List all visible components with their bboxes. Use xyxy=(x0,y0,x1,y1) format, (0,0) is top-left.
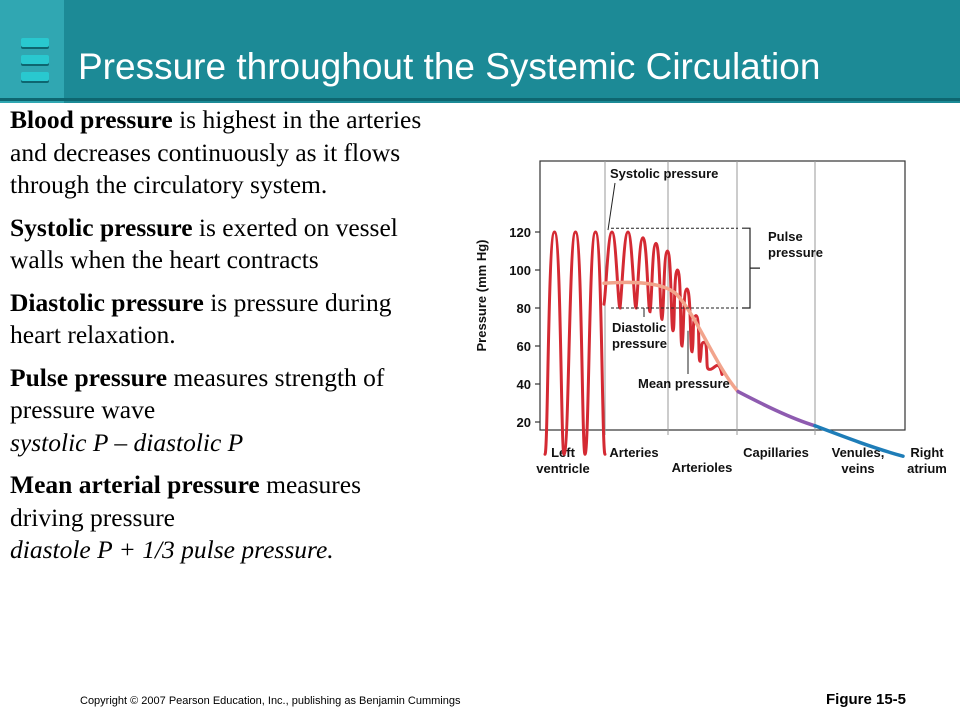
x-region-label: Venules, xyxy=(832,445,885,460)
paragraph-text: is pressure during heart relaxation. xyxy=(10,287,392,350)
term-pulse-pressure: Pulse pressure xyxy=(10,362,168,392)
paragraph-blood-pressure: Blood pressure is highest in the arterie… xyxy=(10,104,435,202)
logo-bar-icon xyxy=(21,72,49,81)
x-region-label: Arterioles xyxy=(672,460,733,475)
paragraph-pulse-pressure: Pulse pressure measures strength of pres… xyxy=(10,362,435,460)
capillary-pressure-line xyxy=(736,389,817,428)
systolic-pressure-label: Systolic pressure xyxy=(610,166,718,181)
y-tick-label: 100 xyxy=(509,263,531,278)
paragraph-text: is exerted on vessel walls when the hear… xyxy=(10,212,398,275)
term-diastolic-pressure: Diastolic pressure xyxy=(10,287,204,317)
mean-pressure-label: Mean pressure xyxy=(638,376,730,391)
logo-icon xyxy=(0,0,64,103)
paragraph-text: is highest in the arteries and decreases… xyxy=(10,105,422,199)
pressure-chart: Pressure (mm Hg)20406080100120Leftventri… xyxy=(474,160,947,476)
y-tick-label: 40 xyxy=(517,377,531,392)
x-region-label: atrium xyxy=(907,461,947,476)
mean-pressure-arterial-line xyxy=(602,280,740,394)
y-tick-label: 60 xyxy=(517,339,531,354)
x-region-label: Arteries xyxy=(609,445,658,460)
paragraph-text: measures driving pressure xyxy=(10,470,362,532)
pulse-pressure-bracket xyxy=(742,227,760,309)
term-blood-pressure: Blood pressure xyxy=(10,105,173,134)
arterial-pressure-line xyxy=(602,230,724,376)
title-underline xyxy=(0,98,960,101)
figure-label: Figure 15-5 xyxy=(826,691,907,708)
pulse-pressure-label: pressure xyxy=(768,245,823,260)
plot-frame xyxy=(539,160,906,431)
diastolic-pressure-label: pressure xyxy=(612,336,667,351)
body-text: Blood pressure is highest in the arterie… xyxy=(10,104,435,577)
paragraph-diastolic-pressure: Diastolic pressure is pressure during he… xyxy=(10,287,435,352)
paragraph-systolic-pressure: Systolic pressure is exerted on vessel w… xyxy=(10,212,435,277)
term-mean-arterial-pressure: Mean arterial pressure xyxy=(10,470,260,499)
term-systolic-pressure: Systolic pressure xyxy=(10,212,193,242)
ventricle-pressure-line xyxy=(543,230,607,456)
x-region-label: veins xyxy=(841,461,874,476)
paragraph-mean-arterial-pressure: Mean arterial pressure measures driving … xyxy=(10,469,435,567)
logo-bar-icon xyxy=(21,55,49,64)
copyright-notice: Copyright © 2007 Pearson Education, Inc.… xyxy=(80,695,461,707)
y-axis-label: Pressure (mm Hg) xyxy=(474,240,489,352)
slide-title: Pressure throughout the Systemic Circula… xyxy=(78,46,821,87)
venous-pressure-line xyxy=(813,424,905,458)
y-tick-label: 80 xyxy=(517,301,531,316)
diastolic-pressure-label: Diastolic xyxy=(612,320,666,335)
y-tick-label: 120 xyxy=(509,225,531,240)
logo-bar-icon xyxy=(21,38,49,47)
systolic-pointer xyxy=(607,182,616,231)
x-region-label: Capillaries xyxy=(743,445,809,460)
formula-mean-arterial-pressure: diastole P + 1/3 pulse pressure. xyxy=(10,535,334,564)
x-region-label: ventricle xyxy=(536,461,589,476)
title-bar xyxy=(0,0,960,103)
y-tick-label: 20 xyxy=(517,415,531,430)
formula-pulse-pressure: systolic P – diastolic P xyxy=(10,427,244,457)
paragraph-text: measures strength of pressure wave xyxy=(10,362,385,425)
x-region-label: Right xyxy=(910,445,944,460)
pulse-pressure-label: Pulse xyxy=(768,229,803,244)
